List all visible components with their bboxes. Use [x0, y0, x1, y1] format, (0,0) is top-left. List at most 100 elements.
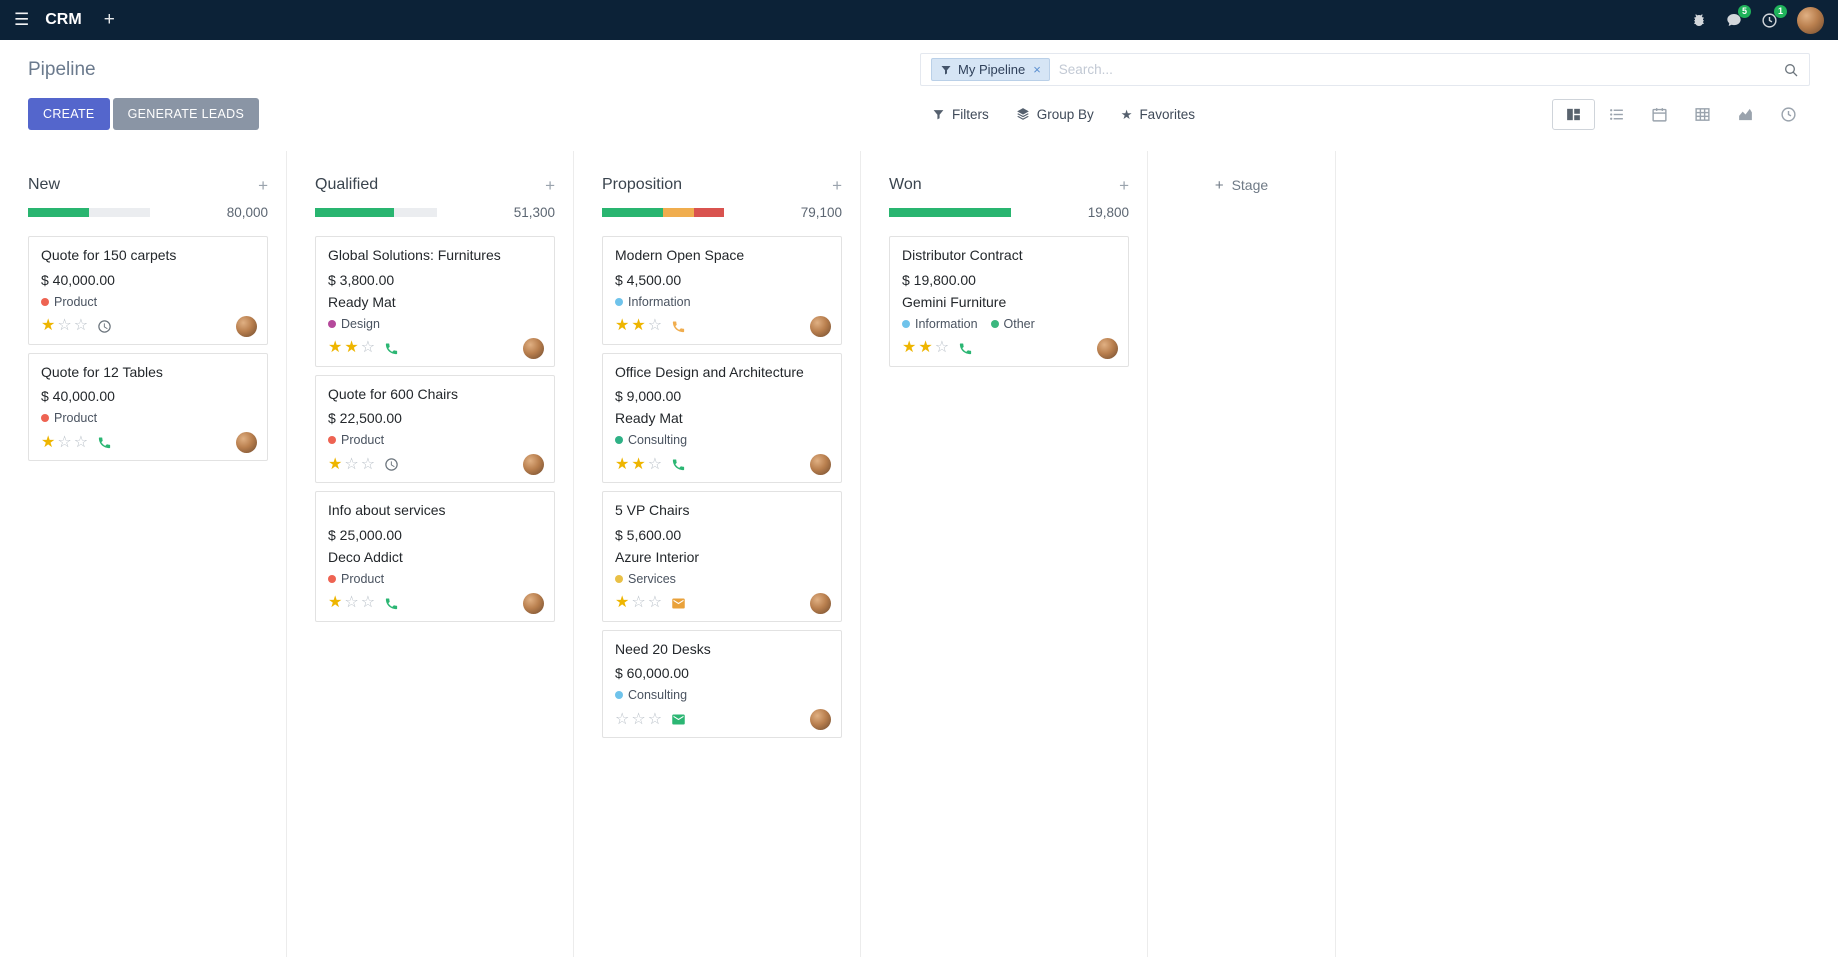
kanban-card[interactable]: Distributor Contract $ 19,800.00 Gemini … — [889, 236, 1129, 367]
column-progressbar[interactable] — [602, 208, 724, 217]
star-filled-icon[interactable]: ★ — [328, 339, 343, 356]
star-filled-icon[interactable]: ★ — [918, 339, 933, 356]
calendar-view-button[interactable] — [1638, 99, 1681, 130]
star-empty-icon[interactable]: ☆ — [647, 317, 663, 334]
salesperson-avatar[interactable] — [236, 432, 257, 453]
column-progressbar[interactable] — [28, 208, 150, 217]
progress-segment[interactable] — [889, 208, 1011, 217]
star-filled-icon[interactable]: ★ — [328, 594, 343, 611]
phone-activity-icon[interactable] — [384, 341, 399, 356]
salesperson-avatar[interactable] — [810, 592, 831, 614]
star-empty-icon[interactable]: ☆ — [934, 339, 950, 356]
column-add-icon[interactable]: + — [545, 175, 555, 195]
kanban-card[interactable]: Quote for 600 Chairs $ 22,500.00 Product… — [315, 374, 555, 483]
user-avatar[interactable] — [1797, 6, 1824, 34]
generate-leads-button[interactable]: GENERATE LEADS — [112, 98, 260, 130]
star-filled-icon[interactable]: ★ — [631, 317, 646, 334]
star-empty-icon[interactable]: ☆ — [360, 594, 376, 611]
star-empty-icon[interactable]: ☆ — [73, 433, 89, 451]
kanban-card[interactable]: Office Design and Architecture $ 9,000.0… — [602, 352, 842, 483]
progress-segment[interactable] — [315, 208, 395, 217]
search-bar[interactable]: My Pipeline × — [920, 53, 1810, 86]
salesperson-avatar[interactable] — [1097, 337, 1118, 359]
star-filled-icon[interactable]: ★ — [631, 455, 646, 473]
phone-activity-icon[interactable] — [671, 319, 686, 334]
favorites-button[interactable]: ★ Favorites — [1121, 107, 1195, 122]
envelope-activity-icon[interactable] — [671, 712, 686, 727]
star-filled-icon[interactable]: ★ — [615, 455, 630, 473]
search-icon[interactable] — [1783, 62, 1799, 78]
envelope-activity-icon[interactable] — [671, 596, 686, 611]
clock-activity-icon[interactable] — [384, 457, 399, 472]
star-filled-icon[interactable]: ★ — [615, 317, 630, 334]
activity-view-button[interactable] — [1767, 99, 1810, 130]
column-title[interactable]: Qualified — [315, 176, 379, 193]
kanban-card[interactable]: 5 VP Chairs $ 5,600.00 Azure Interior Se… — [602, 491, 842, 622]
column-add-icon[interactable]: + — [258, 175, 268, 195]
kanban-card[interactable]: Need 20 Desks $ 60,000.00 Consulting ☆ ☆ ☆ — [602, 629, 842, 738]
clock-activity-icon[interactable] — [97, 319, 112, 334]
create-button[interactable]: CREATE — [28, 98, 110, 130]
star-filled-icon[interactable]: ★ — [615, 594, 630, 611]
messages-icon[interactable]: 5 — [1726, 5, 1751, 28]
star-empty-icon[interactable]: ☆ — [647, 710, 663, 728]
star-filled-icon[interactable]: ★ — [41, 433, 56, 451]
filters-button[interactable]: Filters — [932, 107, 989, 122]
star-empty-icon[interactable]: ☆ — [73, 317, 89, 334]
kanban-card[interactable]: Info about services $ 25,000.00 Deco Add… — [315, 491, 555, 622]
column-progressbar[interactable] — [889, 208, 1011, 217]
star-empty-icon[interactable]: ☆ — [344, 594, 359, 611]
pivot-view-button[interactable] — [1681, 99, 1724, 130]
column-add-icon[interactable]: + — [1119, 175, 1129, 195]
column-title[interactable]: New — [28, 176, 61, 193]
salesperson-avatar[interactable] — [810, 454, 831, 475]
salesperson-avatar[interactable] — [810, 709, 831, 730]
salesperson-avatar[interactable] — [523, 592, 544, 614]
graph-view-button[interactable] — [1724, 99, 1767, 130]
progress-segment[interactable] — [28, 208, 89, 217]
progress-segment[interactable] — [663, 208, 694, 217]
debug-icon[interactable] — [1691, 12, 1707, 28]
phone-activity-icon[interactable] — [97, 435, 112, 450]
progress-segment[interactable] — [602, 208, 663, 217]
salesperson-avatar[interactable] — [810, 315, 831, 337]
remove-facet-icon[interactable]: × — [1033, 62, 1041, 77]
plus-icon[interactable]: + — [103, 9, 115, 30]
search-facet[interactable]: My Pipeline × — [931, 58, 1050, 81]
activities-icon[interactable]: 1 — [1761, 4, 1787, 29]
apps-menu-icon[interactable]: ☰ — [14, 10, 30, 29]
app-name[interactable]: CRM — [45, 11, 82, 28]
star-filled-icon[interactable]: ★ — [902, 339, 917, 356]
salesperson-avatar[interactable] — [236, 315, 257, 337]
star-empty-icon[interactable]: ☆ — [647, 594, 663, 611]
list-view-button[interactable] — [1595, 99, 1638, 130]
phone-activity-icon[interactable] — [958, 341, 973, 356]
star-filled-icon[interactable]: ★ — [328, 455, 343, 473]
star-empty-icon[interactable]: ☆ — [360, 455, 376, 473]
phone-activity-icon[interactable] — [671, 457, 686, 472]
phone-activity-icon[interactable] — [384, 596, 399, 611]
star-empty-icon[interactable]: ☆ — [344, 455, 359, 473]
column-add-icon[interactable]: + — [832, 175, 842, 195]
star-empty-icon[interactable]: ☆ — [647, 455, 663, 473]
column-title[interactable]: Won — [889, 176, 922, 193]
add-stage-column[interactable]: + Stage — [1148, 151, 1336, 957]
kanban-view-button[interactable] — [1552, 98, 1595, 130]
star-empty-icon[interactable]: ☆ — [631, 594, 646, 611]
star-empty-icon[interactable]: ☆ — [360, 339, 376, 356]
column-progressbar[interactable] — [315, 208, 437, 217]
star-empty-icon[interactable]: ☆ — [57, 433, 72, 451]
search-input[interactable] — [1058, 62, 1774, 77]
kanban-card[interactable]: Quote for 12 Tables $ 40,000.00 Product … — [28, 352, 268, 461]
star-empty-icon[interactable]: ☆ — [615, 710, 630, 728]
progress-segment[interactable] — [693, 208, 724, 217]
star-empty-icon[interactable]: ☆ — [57, 317, 72, 334]
star-empty-icon[interactable]: ☆ — [631, 710, 646, 728]
salesperson-avatar[interactable] — [523, 454, 544, 475]
kanban-card[interactable]: Quote for 150 carpets $ 40,000.00 Produc… — [28, 236, 268, 345]
salesperson-avatar[interactable] — [523, 337, 544, 359]
group-by-button[interactable]: Group By — [1016, 107, 1094, 122]
star-filled-icon[interactable]: ★ — [41, 317, 56, 334]
column-title[interactable]: Proposition — [602, 176, 683, 193]
star-filled-icon[interactable]: ★ — [344, 339, 359, 356]
